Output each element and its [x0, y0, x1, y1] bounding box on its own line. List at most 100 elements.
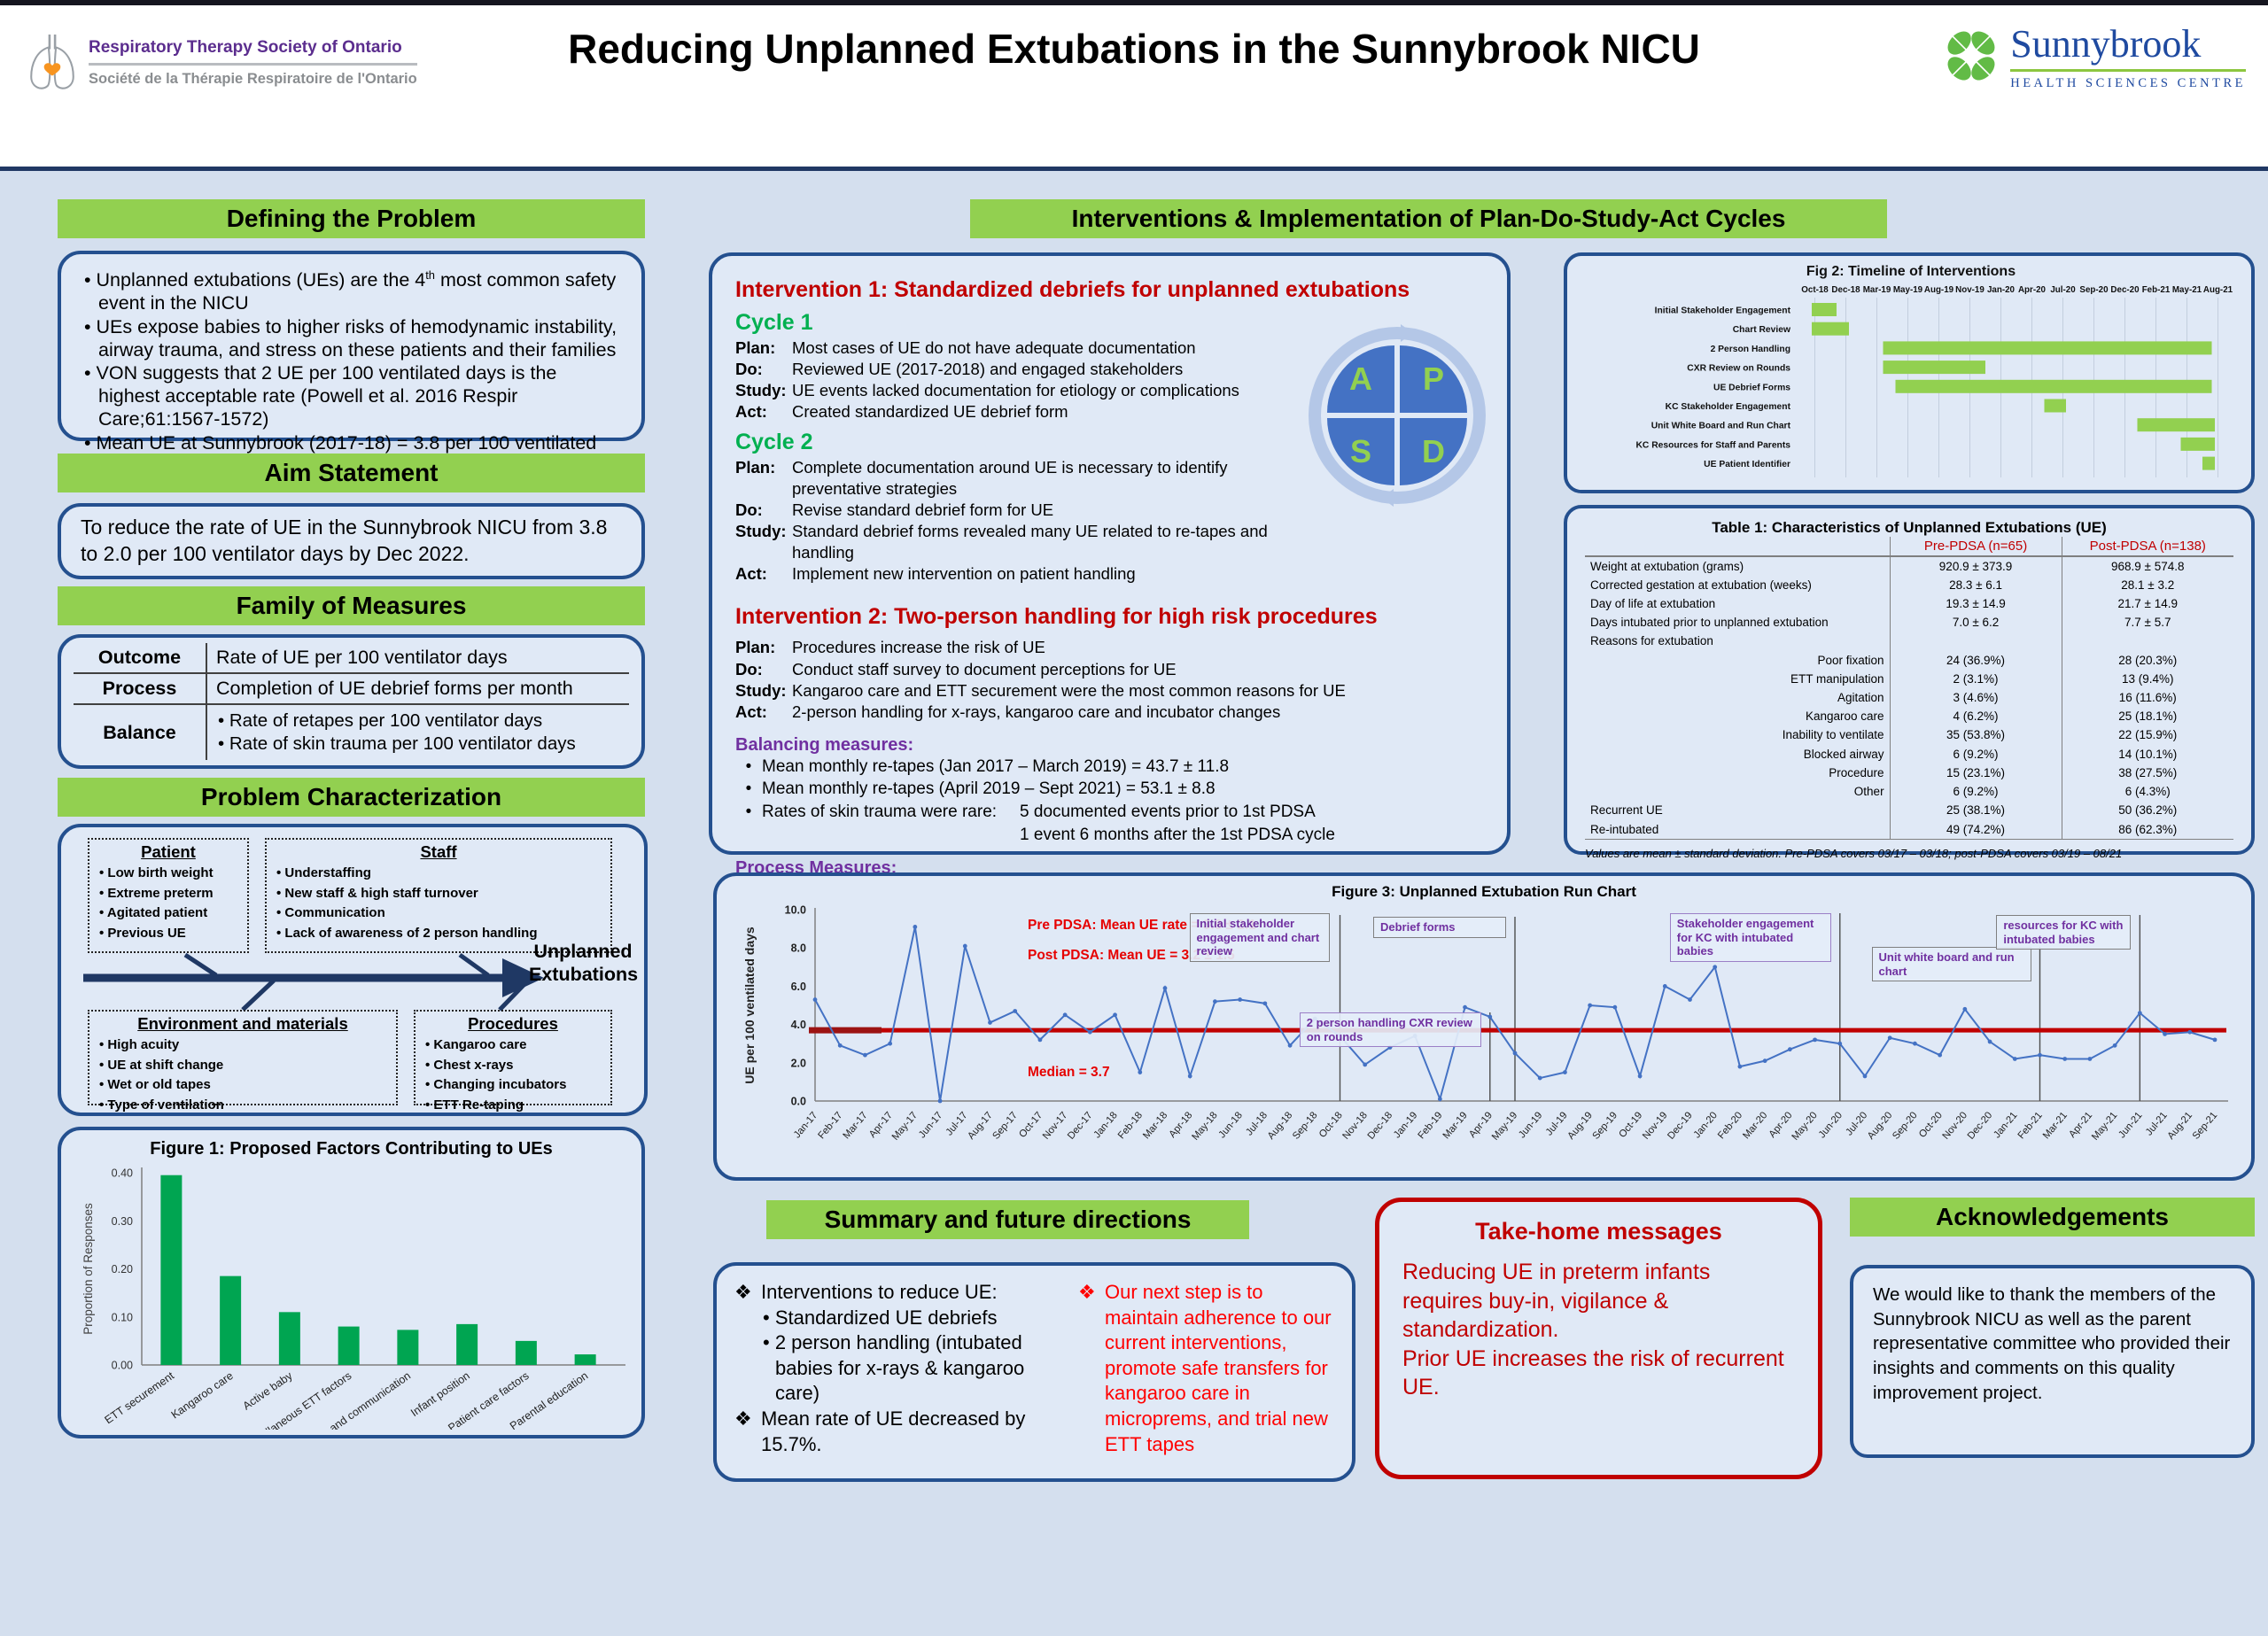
aim-statement-box: To reduce the rate of UE in the Sunnybro…	[58, 503, 645, 579]
svg-text:Aug-17: Aug-17	[966, 1110, 995, 1142]
pdsa-plan-quadrant: P	[1400, 345, 1467, 413]
svg-text:Nov-17: Nov-17	[1041, 1110, 1070, 1142]
section-summary: Summary and future directions	[766, 1200, 1249, 1239]
svg-text:Jun-20: Jun-20	[1817, 1110, 1845, 1140]
pdsa-step: Act: Implement new intervention on patien…	[735, 564, 1136, 584]
table-row: ETT manipulation 2 (3.1%) 13 (9.4%)	[1585, 670, 2233, 689]
data-point	[988, 1020, 992, 1025]
table-row: Process Completion of UE debrief forms p…	[74, 673, 629, 706]
table1-col-pre: Pre-PDSA (n=65)	[1889, 537, 2062, 557]
pdsa-step: Do: Conduct staff survey to document perc…	[735, 659, 1177, 678]
fishbone-item: ETT Re-taping	[423, 1096, 603, 1116]
svg-text:2 Person Handling: 2 Person Handling	[1711, 345, 1790, 354]
data-point	[1737, 1064, 1743, 1069]
pdsa-arrow	[1372, 489, 1394, 507]
data-point	[1487, 1014, 1493, 1020]
svg-text:Sep-17: Sep-17	[990, 1110, 1020, 1142]
svg-text:ETT securement: ETT securement	[102, 1369, 176, 1427]
table-row: Blocked airway 6 (9.2%) 14 (10.1%)	[1585, 745, 2233, 764]
svg-text:Jan-20: Jan-20	[1692, 1110, 1720, 1140]
svg-text:Jun-21: Jun-21	[2117, 1110, 2144, 1140]
svg-text:Sep-21: Sep-21	[2191, 1110, 2220, 1142]
svg-text:Jan-20: Jan-20	[1987, 285, 2016, 295]
fishbone-item-list: Low birth weightExtreme pretermAgitated …	[97, 864, 240, 943]
fishbone-item: Previous UE	[97, 924, 240, 944]
pdsa-step: Plan: Complete documentation around UE is…	[735, 458, 1228, 499]
fishbone-item: Communication	[274, 903, 603, 924]
svg-text:Dec-20: Dec-20	[1966, 1110, 1995, 1142]
data-point	[1887, 1035, 1892, 1041]
fishbone-category-title: Procedures	[468, 1014, 558, 1033]
data-point	[1238, 997, 1243, 1002]
figure1-box: Figure 1: Proposed Factors Contributing …	[58, 1127, 645, 1458]
bullet: Unplanned extubations (UEs) are the 4th …	[81, 268, 622, 315]
section-defining-problem: Defining the Problem	[58, 199, 645, 238]
gantt-bar	[1812, 303, 1837, 316]
pdsa-step: Do: Revise standard debrief form for UE	[735, 500, 1054, 520]
data-point	[1537, 1075, 1542, 1081]
fishbone-item-list: High acuityUE at shift changeWet or old …	[97, 1035, 389, 1115]
section-interventions: Interventions & Implementation of Plan-D…	[970, 199, 1887, 238]
svg-text:Feb-18: Feb-18	[1116, 1110, 1145, 1141]
take-home-box: Take-home messages Reducing UE in preter…	[1375, 1198, 1822, 1479]
table1-col-post: Post-PDSA (n=138)	[2061, 537, 2233, 557]
svg-text:May-18: May-18	[1190, 1110, 1219, 1143]
figure1-bar	[574, 1354, 596, 1365]
cycle1-steps: Plan: Most cases of UE do not have adequa…	[735, 337, 1302, 423]
pdsa-step: Do: Reviewed UE (2017-2018) and engaged s…	[735, 360, 1184, 379]
poster-header: Respiratory Therapy Society of Ontario S…	[0, 5, 2268, 167]
svg-text:May-21: May-21	[2090, 1110, 2119, 1143]
svg-text:0.40: 0.40	[111, 1167, 132, 1180]
run-chart-annotation: Initial stakeholder engagement and chart…	[1189, 913, 1330, 962]
data-point	[2112, 1043, 2117, 1048]
table1-title: Table 1: Characteristics of Unplanned Ex…	[1712, 519, 2107, 536]
figure1-bar	[219, 1275, 241, 1365]
fishbone-item-list: UnderstaffingNew staff & high staff turn…	[274, 864, 603, 943]
svg-text:Oct-18: Oct-18	[1801, 285, 1829, 295]
fishbone-category-title: Patient	[141, 842, 196, 861]
svg-text:May-17: May-17	[890, 1110, 920, 1143]
gantt-bar	[2137, 418, 2215, 432]
data-point	[1138, 1070, 1143, 1074]
data-point	[1563, 1070, 1567, 1074]
defining-bullets: Unplanned extubations (UEs) are the 4th …	[81, 268, 622, 477]
svg-text:Kangaroo care: Kangaroo care	[168, 1369, 235, 1422]
svg-text:Apr-20: Apr-20	[2018, 285, 2047, 295]
figure2-box: Fig 2: Timeline of Interventions Oct-18 De…	[1564, 252, 2255, 493]
figure1-bar	[338, 1326, 360, 1365]
fishbone-item: High acuity	[97, 1035, 389, 1056]
data-point	[2012, 1057, 2017, 1061]
data-point	[2137, 1011, 2142, 1016]
figure3-box: Figure 3: Unplanned Extubation Run Chart…	[713, 872, 2255, 1181]
family-of-measures-table: Outcome Rate of UE per 100 ventilator da…	[74, 643, 629, 760]
fishbone-item: UE at shift change	[97, 1056, 389, 1076]
lungs-icon	[30, 34, 74, 89]
svg-text:Aug-18: Aug-18	[1266, 1110, 1295, 1142]
svg-text:0.00: 0.00	[111, 1360, 132, 1372]
cycle2-heading: Cycle 2	[735, 430, 813, 455]
data-point	[1662, 984, 1667, 989]
data-point	[812, 997, 818, 1002]
fishbone-category-title: Staff	[420, 842, 457, 861]
figure1-title: Figure 1: Proposed Factors Contributing …	[150, 1139, 553, 1159]
svg-text:10.0: 10.0	[785, 904, 806, 917]
section-problem-characterization: Problem Characterization	[58, 778, 645, 817]
figure1-bar	[455, 1323, 478, 1365]
balancing-item: • Mean monthly re-tapes (Jan 2017 – March…	[745, 756, 1230, 776]
data-point	[1162, 986, 1168, 990]
svg-text:Dec-18: Dec-18	[1366, 1110, 1395, 1142]
svg-text:Aug-20: Aug-20	[1866, 1110, 1895, 1142]
data-point	[1013, 1009, 1018, 1013]
data-point	[1862, 1074, 1868, 1079]
table-row: Corrected gestation at extubation (weeks…	[1585, 576, 2233, 595]
fishbone-staff-box: Staff UnderstaffingNew staff & high staf…	[265, 838, 612, 953]
sunnybrook-tagline: HEALTH SCIENCES CENTRE	[2010, 69, 2246, 91]
data-point	[863, 1052, 867, 1058]
figure1-bar	[396, 1330, 418, 1365]
table-row: Poor fixation 24 (36.9%) 28 (20.3%)	[1585, 651, 2233, 671]
intervention2-title: Intervention 2: Two-person handling for …	[735, 604, 1378, 630]
data-point	[1612, 1004, 1618, 1010]
svg-text:Jul-20: Jul-20	[2050, 285, 2076, 295]
data-point	[1187, 1074, 1192, 1079]
